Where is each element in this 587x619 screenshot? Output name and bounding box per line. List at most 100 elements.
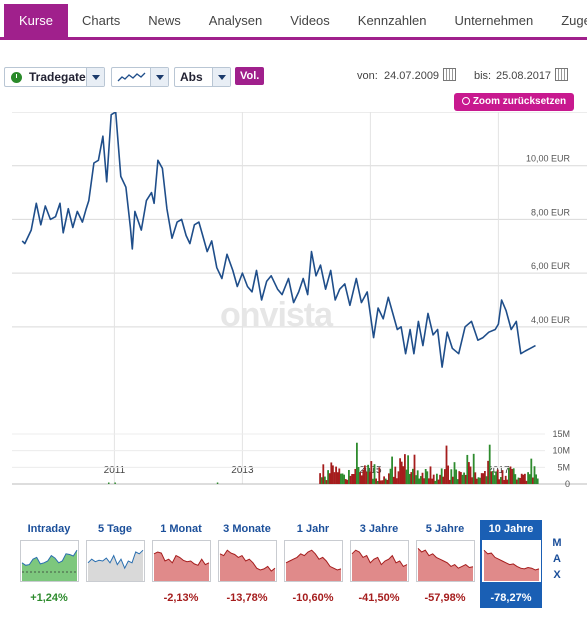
sparkline-area (220, 550, 275, 581)
volume-bar (522, 474, 525, 484)
y-tick-label: 4,00 EUR (531, 315, 571, 325)
volume-bar (397, 471, 400, 484)
period-3-monate[interactable]: 3 Monate -13,78% (216, 520, 278, 608)
period-sparkline (218, 540, 277, 582)
volume-bar (517, 477, 520, 484)
chevron-down-icon (150, 68, 168, 86)
volume-bar (340, 473, 342, 484)
volume-bar (336, 472, 339, 484)
tab-analysen[interactable]: Analysen (208, 13, 263, 28)
volume-bar (335, 466, 337, 484)
tab-kennzahlen[interactable]: Kennzahlen (357, 13, 427, 28)
calendar-icon[interactable] (443, 68, 456, 81)
volume-bar (487, 460, 489, 484)
volume-bar (440, 468, 443, 484)
volume-bar (466, 454, 469, 484)
volume-bar (343, 474, 345, 484)
volume-bar (492, 471, 494, 484)
volume-bar (472, 453, 475, 484)
volume-bar (439, 474, 441, 484)
volume-bar (437, 479, 440, 484)
chevron-down-icon (86, 68, 104, 86)
volume-bar (359, 472, 361, 484)
volume-bar (362, 469, 365, 484)
volume-bar (512, 468, 515, 484)
volume-bar (468, 462, 470, 484)
volume-bar (400, 461, 403, 484)
period-1-monat[interactable]: 1 Monat -2,13% (150, 520, 212, 608)
volume-bar (527, 472, 529, 484)
volume-bar (448, 479, 451, 484)
volume-bar (413, 454, 416, 484)
tab-videos[interactable]: Videos (290, 13, 330, 28)
period-5-tage[interactable]: 5 Tage (84, 520, 146, 608)
tab-charts[interactable]: Charts (81, 13, 121, 28)
volume-bar (389, 468, 392, 484)
period-change: -78,27% (490, 592, 532, 604)
period-sparkline (86, 540, 145, 582)
volume-bar (367, 464, 369, 484)
from-date[interactable]: 24.07.2009 (384, 70, 440, 82)
volume-bar (436, 473, 438, 484)
volume-toggle-button[interactable]: Vol. (235, 67, 265, 85)
volume-bar (383, 476, 385, 484)
volume-bar (503, 479, 505, 484)
scale-select[interactable]: Abs (174, 67, 231, 87)
exchange-select[interactable]: Tradegate (4, 67, 105, 87)
chevron-down-icon (212, 68, 230, 86)
live-status-icon (11, 71, 22, 83)
tab-kurse[interactable]: Kurse (4, 4, 68, 37)
volume-bar (533, 466, 536, 484)
volume-bar (364, 465, 366, 484)
volume-bar (344, 479, 347, 484)
volume-bar (421, 472, 424, 484)
volume-bar (482, 473, 485, 484)
volume-tick-label: 10M (552, 446, 570, 456)
volume-bar (524, 473, 526, 484)
period-1-jahr[interactable]: 1 Jahr -10,60% (282, 520, 344, 608)
volume-bar (452, 476, 454, 484)
volume-bar (442, 476, 445, 484)
volume-bar (354, 468, 357, 484)
tab-zugeh-[interactable]: Zugehö (561, 13, 587, 28)
sparkline-svg (153, 551, 210, 581)
calendar-icon[interactable] (555, 68, 568, 81)
period-selector: Intraday +1,24% 5 Tage 1 Monat -2,13% 3 Monat… (18, 520, 548, 610)
zoom-reset-button[interactable]: Zoom zurücksetzen (454, 93, 574, 111)
volume-bar (380, 480, 382, 484)
volume-bar (360, 475, 363, 484)
volume-bar (516, 479, 518, 484)
volume-bar (341, 473, 344, 484)
volume-bar (458, 471, 461, 484)
period-label: 1 Monat (160, 523, 202, 535)
sparkline-svg (483, 549, 540, 581)
chart-style-select[interactable] (111, 67, 169, 87)
sparkline-svg (351, 549, 408, 581)
period-3-jahre[interactable]: 3 Jahre -41,50% (348, 520, 410, 608)
period-5-jahre[interactable]: 5 Jahre -57,98% (414, 520, 476, 608)
period-change: +1,24% (30, 592, 68, 604)
volume-bar (431, 478, 433, 484)
period-10-jahre[interactable]: 10 Jahre -78,27% (480, 520, 542, 608)
volume-bar (378, 467, 381, 484)
volume-bar (416, 470, 419, 484)
volume-bar (375, 478, 377, 484)
volume-bar (423, 478, 425, 484)
period-intraday[interactable]: Intraday +1,24% (18, 520, 80, 608)
volume-bar (525, 480, 528, 484)
period-sparkline (20, 540, 79, 582)
volume-bar (351, 474, 353, 484)
volume-bar (325, 480, 328, 484)
tab-bar: Kurse Charts News Analysen Videos Kennzahlen U… (0, 4, 587, 40)
volume-bar (474, 472, 477, 484)
tab-news[interactable]: News (148, 13, 181, 28)
volume-tick-label: 5M (557, 462, 570, 472)
tab-unternehmen[interactable]: Unternehmen (454, 13, 534, 28)
magnifier-icon (461, 97, 470, 105)
volume-bar (471, 477, 473, 484)
sparkline-area (154, 552, 209, 581)
volume-bar (381, 480, 384, 484)
to-date[interactable]: 25.08.2017 (496, 70, 552, 82)
